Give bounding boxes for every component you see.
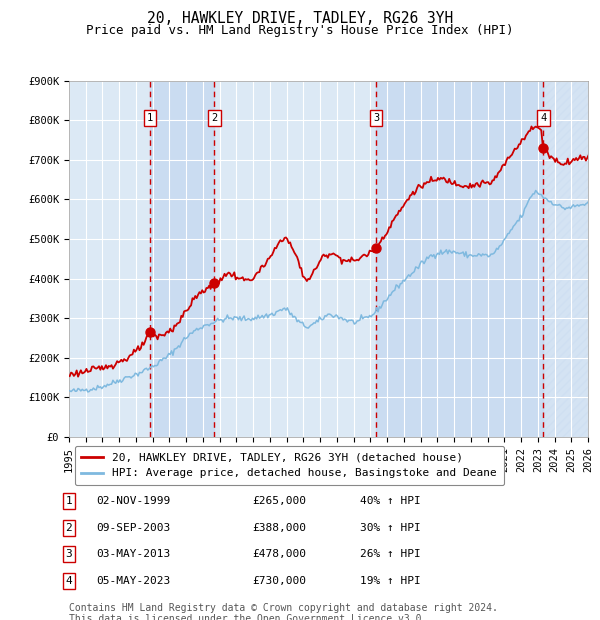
Text: 19% ↑ HPI: 19% ↑ HPI (360, 576, 421, 586)
Text: Price paid vs. HM Land Registry's House Price Index (HPI): Price paid vs. HM Land Registry's House … (86, 24, 514, 37)
Text: 02-NOV-1999: 02-NOV-1999 (96, 496, 170, 506)
Text: 30% ↑ HPI: 30% ↑ HPI (360, 523, 421, 533)
Text: £265,000: £265,000 (252, 496, 306, 506)
Text: 3: 3 (373, 113, 379, 123)
Bar (544, 81, 588, 437)
Text: 05-MAY-2023: 05-MAY-2023 (96, 576, 170, 586)
Text: Contains HM Land Registry data © Crown copyright and database right 2024.
This d: Contains HM Land Registry data © Crown c… (69, 603, 498, 620)
Text: 3: 3 (65, 549, 73, 559)
Text: £730,000: £730,000 (252, 576, 306, 586)
Text: 26% ↑ HPI: 26% ↑ HPI (360, 549, 421, 559)
Text: 09-SEP-2003: 09-SEP-2003 (96, 523, 170, 533)
Text: 4: 4 (541, 113, 547, 123)
Text: 03-MAY-2013: 03-MAY-2013 (96, 549, 170, 559)
Text: 1: 1 (65, 496, 73, 506)
Text: 4: 4 (65, 576, 73, 586)
Bar (150, 81, 214, 437)
Text: 20, HAWKLEY DRIVE, TADLEY, RG26 3YH: 20, HAWKLEY DRIVE, TADLEY, RG26 3YH (147, 11, 453, 26)
Bar (376, 81, 544, 437)
Text: £388,000: £388,000 (252, 523, 306, 533)
Legend: 20, HAWKLEY DRIVE, TADLEY, RG26 3YH (detached house), HPI: Average price, detach: 20, HAWKLEY DRIVE, TADLEY, RG26 3YH (det… (74, 446, 504, 485)
Text: 40% ↑ HPI: 40% ↑ HPI (360, 496, 421, 506)
Text: £478,000: £478,000 (252, 549, 306, 559)
Text: 2: 2 (211, 113, 218, 123)
Text: 2: 2 (65, 523, 73, 533)
Text: 1: 1 (147, 113, 153, 123)
